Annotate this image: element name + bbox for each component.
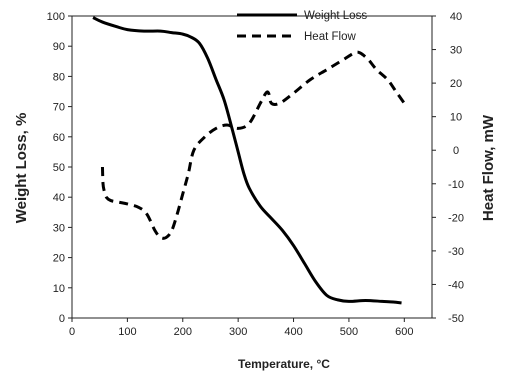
left-y-tick-label: 100 — [47, 11, 65, 23]
left-y-tick-label: 0 — [59, 313, 65, 325]
legend-label-weight-loss: Weight Loss — [304, 10, 367, 22]
right-y-tick-label: -10 — [448, 179, 464, 191]
x-tick-label: 500 — [340, 326, 358, 338]
legend-label-heat-flow: Heat Flow — [304, 31, 356, 43]
x-axis-title-unit: °C — [316, 357, 330, 371]
right-y-tick-label: -30 — [448, 246, 464, 258]
left-y-tick-label: 70 — [53, 102, 65, 114]
right-y-tick-label: -40 — [448, 279, 464, 291]
x-tick-label: 100 — [118, 326, 136, 338]
x-tick-label: 400 — [284, 326, 302, 338]
x-tick-label: 200 — [174, 326, 192, 338]
x-axis-title-text: Temperature, — [238, 357, 316, 371]
left-y-tick-label: 30 — [53, 222, 65, 234]
left-y-tick-label: 90 — [53, 41, 65, 53]
left-y-axis-title: Weight Loss, % — [13, 113, 30, 224]
right-y-axis-title: Heat Flow, mW — [480, 114, 497, 221]
right-y-tick-label: 0 — [453, 145, 459, 157]
left-y-tick-label: 80 — [53, 71, 65, 83]
right-y-tick-label: 40 — [450, 11, 462, 23]
right-y-tick-label: -50 — [448, 313, 464, 325]
left-y-tick-label: 50 — [53, 162, 65, 174]
left-y-tick-label: 10 — [53, 283, 65, 295]
left-y-tick-label: 20 — [53, 253, 65, 265]
left-y-tick-label: 40 — [53, 192, 65, 204]
left-y-tick-label: 60 — [53, 132, 65, 144]
right-y-tick-label: 20 — [450, 78, 462, 90]
x-tick-label: 300 — [229, 326, 247, 338]
right-y-tick-label: 30 — [450, 45, 462, 57]
right-y-tick-label: -20 — [448, 212, 464, 224]
x-axis-title: Temperature, °C — [238, 357, 330, 371]
x-tick-label: 600 — [395, 326, 413, 338]
right-y-tick-label: 10 — [450, 112, 462, 124]
x-tick-label: 0 — [69, 326, 75, 338]
